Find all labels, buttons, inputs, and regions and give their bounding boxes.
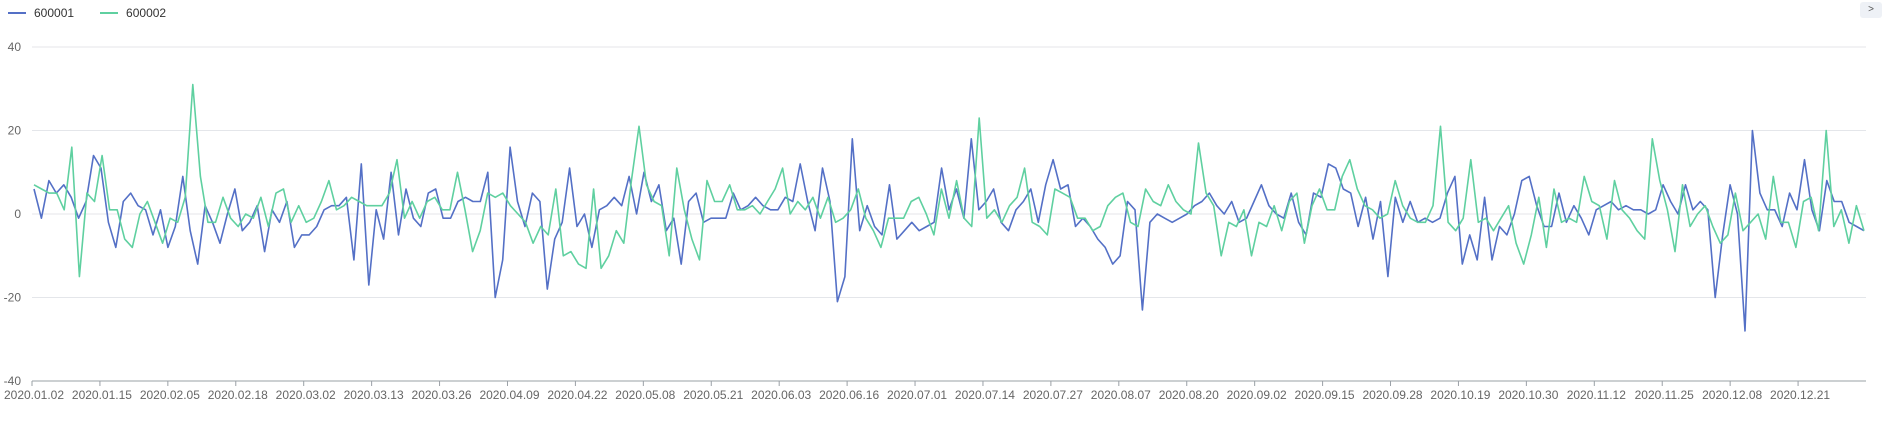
y-tick-label: -20	[4, 291, 22, 305]
x-tick-label: 2020.04.09	[479, 388, 539, 402]
series-line-600001	[33, 129, 1865, 332]
x-tick-label: 2020.03.13	[344, 388, 404, 402]
x-tick-label: 2020.09.15	[1295, 388, 1355, 402]
x-tick-label: 2020.01.15	[72, 388, 132, 402]
x-tick-label: 2020.11.12	[1567, 388, 1626, 402]
x-tick-label: 2020.07.27	[1023, 388, 1083, 402]
x-tick-label: 2020.01.02	[4, 388, 64, 402]
legend-label-600001: 600001	[34, 6, 75, 20]
x-tick-label: 2020.08.07	[1091, 388, 1151, 402]
legend: 600001 600002	[8, 6, 166, 20]
x-tick-label: 2020.07.01	[887, 388, 947, 402]
legend-swatch-600001	[8, 12, 26, 14]
x-tick-label: 2020.06.03	[751, 388, 811, 402]
legend-item-600001[interactable]: 600001	[8, 6, 74, 20]
x-tick-label: 2020.09.28	[1362, 388, 1422, 402]
x-tick-label: 2020.02.05	[140, 388, 200, 402]
x-tick-label: 2020.10.30	[1498, 388, 1558, 402]
x-tick-label: 2020.03.02	[276, 388, 336, 402]
x-tick-label: 2020.07.14	[955, 388, 1015, 402]
y-tick-label: 40	[8, 40, 22, 54]
x-tick-label: 2020.05.08	[615, 388, 675, 402]
y-tick-label: -40	[4, 374, 22, 388]
x-tick-label: 2020.08.20	[1159, 388, 1219, 402]
x-tick-label: 2020.09.02	[1227, 388, 1287, 402]
legend-swatch-600002	[100, 12, 119, 14]
x-tick-label: 2020.11.25	[1635, 388, 1694, 402]
y-tick-label: 20	[8, 124, 22, 138]
toolbox-expand-icon[interactable]: >	[1860, 2, 1882, 18]
x-tick-label: 2020.06.16	[819, 388, 879, 402]
legend-label-600002: 600002	[126, 6, 167, 20]
x-tick-label: 2020.05.21	[683, 388, 743, 402]
x-tick-label: 2020.10.19	[1430, 388, 1490, 402]
x-tick-label: 2020.02.18	[208, 388, 268, 402]
y-tick-label: 0	[14, 207, 21, 221]
series-line-600002	[33, 83, 1865, 278]
x-tick-label: 2020.12.21	[1770, 388, 1830, 402]
x-tick-label: 2020.03.26	[412, 388, 472, 402]
x-tick-label: 2020.04.22	[547, 388, 607, 402]
x-tick-label: 2020.12.08	[1702, 388, 1762, 402]
legend-item-600002[interactable]: 600002	[100, 6, 166, 20]
